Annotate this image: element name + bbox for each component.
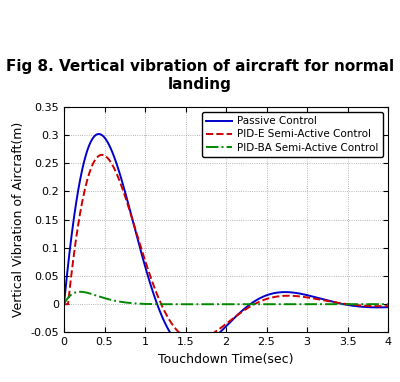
PID-E Semi-Active Control <box>62 302 66 306</box>
PID-BA Semi-Active Control <box>78 290 83 294</box>
Line: PID-E Semi-Active Control: PID-E Semi-Active Control <box>64 155 388 340</box>
PID-BA Semi-Active Control <box>62 302 66 306</box>
PID-E Semi-Active Control <box>100 152 104 157</box>
PID-E Semi-Active Control <box>211 331 216 335</box>
Text: Fig 8. Vertical vibration of aircraft for normal
landing: Fig 8. Vertical vibration of aircraft fo… <box>6 59 394 92</box>
Passive Control <box>211 336 216 341</box>
Y-axis label: Vertical Vibration of Aircraft(m): Vertical Vibration of Aircraft(m) <box>12 122 25 317</box>
X-axis label: Touchdown Time(sec): Touchdown Time(sec) <box>158 353 294 366</box>
Line: Passive Control: Passive Control <box>64 134 388 350</box>
PID-BA Semi-Active Control <box>211 302 216 306</box>
PID-E Semi-Active Control <box>220 325 224 329</box>
Passive Control <box>376 305 381 310</box>
Line: PID-BA Semi-Active Control: PID-BA Semi-Active Control <box>64 292 388 304</box>
Passive Control <box>96 132 101 136</box>
PID-BA Semi-Active Control <box>376 302 381 306</box>
Passive Control <box>190 347 194 352</box>
PID-BA Semi-Active Control <box>171 302 176 306</box>
PID-E Semi-Active Control <box>386 304 390 308</box>
Legend: Passive Control, PID-E Semi-Active Control, PID-BA Semi-Active Control: Passive Control, PID-E Semi-Active Contr… <box>202 112 383 157</box>
Passive Control <box>220 328 224 333</box>
Passive Control <box>376 305 381 310</box>
PID-BA Semi-Active Control <box>386 302 390 306</box>
PID-E Semi-Active Control <box>317 297 322 302</box>
Passive Control <box>62 302 66 306</box>
PID-E Semi-Active Control <box>376 304 381 308</box>
Passive Control <box>317 296 322 301</box>
PID-E Semi-Active Control <box>193 337 198 342</box>
PID-E Semi-Active Control <box>78 209 83 213</box>
PID-BA Semi-Active Control <box>220 302 224 306</box>
PID-BA Semi-Active Control <box>78 290 83 294</box>
PID-BA Semi-Active Control <box>317 302 322 306</box>
Passive Control <box>386 305 390 309</box>
PID-E Semi-Active Control <box>376 304 381 308</box>
PID-BA Semi-Active Control <box>376 302 381 306</box>
Passive Control <box>78 175 83 180</box>
